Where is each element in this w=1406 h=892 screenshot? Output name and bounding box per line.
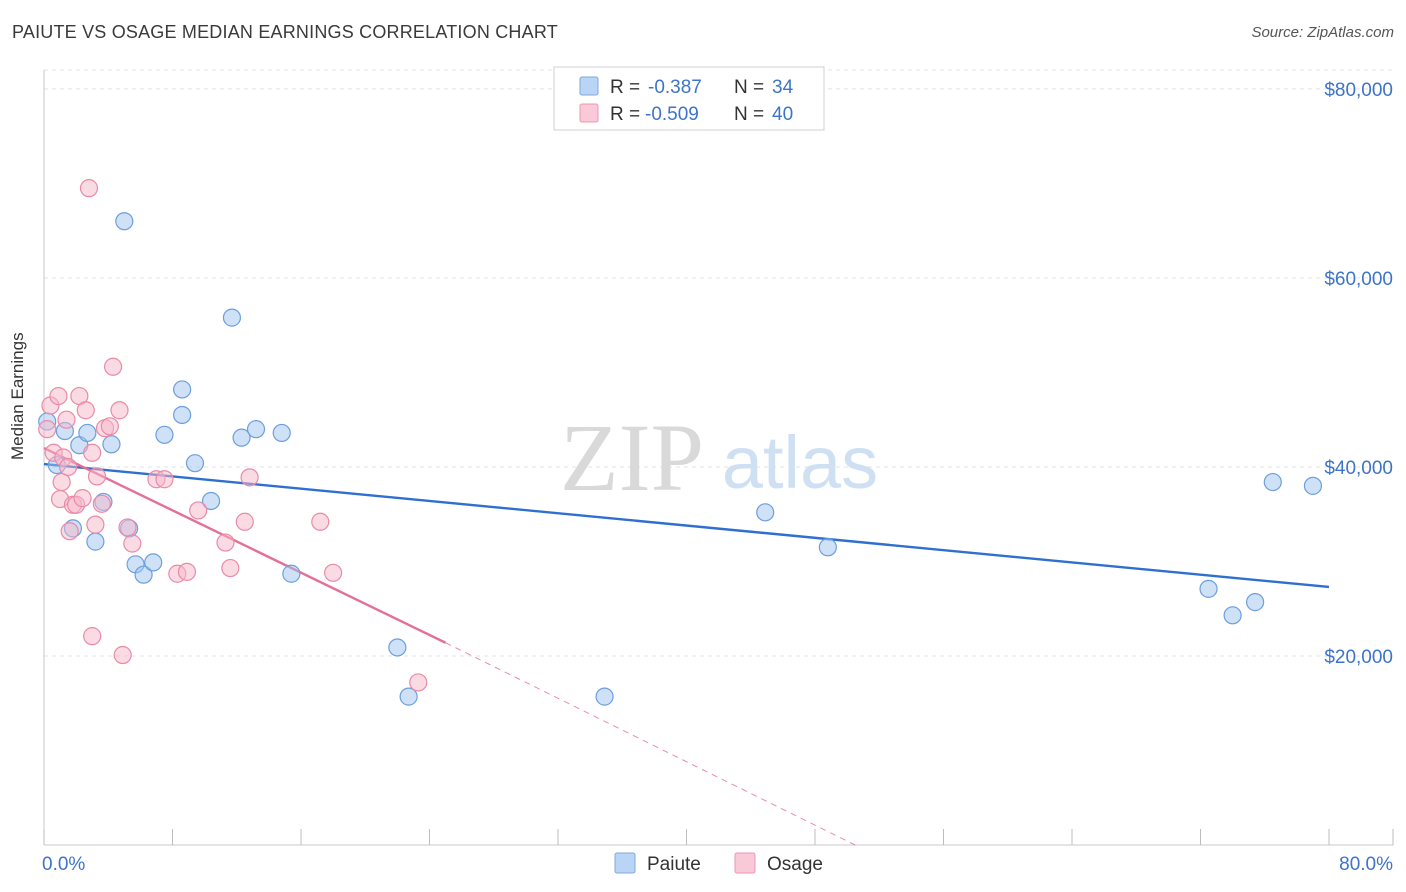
data-point-paiute [185, 454, 205, 473]
data-point-paiute [86, 532, 105, 551]
data-point-osage [324, 563, 343, 582]
legend-n-value-osage: 40 [772, 104, 793, 125]
axis-layer [43, 70, 1394, 846]
data-point-osage [86, 515, 105, 534]
data-point-osage [92, 494, 111, 513]
data-point-paiute [115, 212, 134, 231]
y-tick-label: $80,000 [1324, 80, 1393, 101]
data-point-paiute [173, 405, 192, 425]
legend-n-label-paiute: N = [734, 77, 764, 98]
data-point-osage [235, 512, 254, 531]
trendline-layer [43, 446, 1330, 846]
watermark: ZIP atlas [560, 404, 878, 511]
data-point-paiute [282, 564, 301, 583]
trendline-osage [43, 446, 447, 644]
data-point-osage [83, 443, 102, 462]
bottom-legend-label-osage: Osage [767, 854, 823, 875]
point-layer [38, 179, 1323, 706]
data-point-paiute [232, 428, 251, 447]
series-legend: Paiute Osage [614, 852, 823, 875]
data-point-osage [118, 518, 137, 537]
correlation-legend: R = -0.387 N = 34 R = -0.509 N = 40 [553, 66, 825, 131]
data-point-paiute [1199, 579, 1218, 598]
data-point-osage [38, 420, 57, 439]
legend-n-value-paiute: 34 [772, 77, 794, 98]
data-point-paiute [756, 503, 775, 522]
watermark-atlas: atlas [722, 421, 878, 504]
data-point-paiute [144, 553, 163, 572]
data-point-osage [83, 627, 102, 646]
legend-n-label-osage: N = [734, 104, 764, 125]
watermark-zip: ZIP [560, 404, 704, 511]
legend-r-value-osage: -0.509 [645, 104, 699, 125]
data-point-paiute [134, 565, 153, 584]
data-point-paiute [246, 420, 266, 439]
data-point-osage [110, 401, 129, 420]
data-point-osage [221, 558, 240, 578]
legend-r-label-osage: R = [610, 104, 640, 125]
data-point-paiute [818, 538, 837, 557]
data-point-paiute [222, 308, 242, 327]
data-point-osage [87, 467, 107, 486]
trendline-paiute [43, 462, 1330, 589]
tick-label-layer: $20,000 $40,000 $60,000 $80,000 0.0% 80.0% [42, 80, 1393, 875]
data-point-osage [189, 501, 208, 520]
data-point-osage [216, 533, 235, 552]
y-tick-label: $60,000 [1324, 269, 1393, 290]
data-point-osage [409, 673, 428, 692]
bottom-legend-swatch-paiute [614, 852, 636, 874]
data-point-osage [103, 357, 123, 376]
grid-layer [44, 69, 1393, 657]
data-point-paiute [1246, 593, 1265, 612]
legend-r-value-paiute: -0.387 [648, 77, 702, 98]
data-point-paiute [272, 423, 291, 443]
data-point-paiute [399, 687, 418, 706]
chart-title: PAIUTE VS OSAGE MEDIAN EARNINGS CORRELAT… [12, 22, 558, 42]
data-point-osage [100, 417, 119, 436]
data-point-paiute [388, 638, 407, 657]
data-point-osage [177, 562, 197, 581]
data-point-osage [49, 386, 68, 406]
data-point-osage [58, 457, 78, 477]
data-point-paiute [1223, 606, 1242, 625]
legend-r-label-paiute: R = [610, 77, 640, 98]
source-label: Source: ZipAtlas.com [1251, 24, 1394, 41]
x-tick-label-end: 80.0% [1339, 854, 1393, 875]
data-point-osage [73, 489, 92, 508]
data-point-paiute [201, 491, 221, 511]
data-point-osage [155, 470, 174, 489]
x-tick-label-start: 0.0% [42, 854, 85, 875]
bottom-legend-swatch-osage [734, 852, 756, 874]
data-point-paiute [1303, 476, 1323, 495]
data-point-osage [123, 534, 142, 553]
data-point-paiute [78, 423, 97, 443]
data-point-osage [76, 401, 95, 420]
data-point-paiute [1263, 472, 1282, 492]
data-point-osage [57, 410, 76, 429]
data-point-paiute [102, 435, 121, 454]
y-tick-label: $40,000 [1324, 458, 1393, 479]
y-tick-label: $20,000 [1324, 647, 1393, 668]
data-point-osage [52, 472, 71, 492]
data-point-osage [113, 645, 132, 665]
data-point-osage [311, 512, 330, 531]
trendline-osage-extension [445, 642, 856, 846]
data-point-paiute [155, 425, 174, 444]
data-point-osage [240, 468, 259, 487]
legend-swatch-osage [579, 103, 599, 123]
data-point-paiute [595, 687, 614, 706]
data-point-paiute [173, 380, 192, 399]
data-point-osage [79, 179, 99, 198]
legend-swatch-paiute [579, 76, 599, 96]
data-point-osage [60, 522, 79, 541]
legend-box [553, 66, 825, 131]
bottom-legend-label-paiute: Paiute [647, 854, 701, 875]
